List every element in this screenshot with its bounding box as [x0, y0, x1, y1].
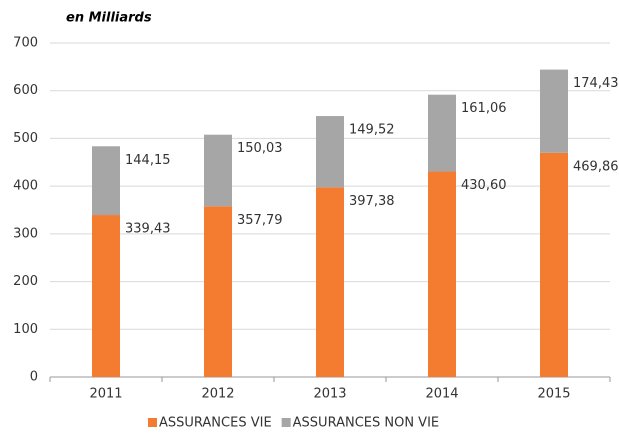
y-tick-label: 700	[13, 36, 38, 51]
data-label: 161,06	[461, 101, 507, 116]
x-tick-label: 2012	[201, 387, 234, 402]
data-label: 469,86	[573, 159, 619, 174]
y-tick-label: 100	[13, 322, 38, 337]
bar-segment	[316, 116, 344, 188]
y-tick-label: 0	[30, 370, 38, 385]
y-tick-label: 500	[13, 131, 38, 146]
y-tick-label: 600	[13, 83, 38, 98]
legend-label: ASSURANCES VIE	[159, 416, 272, 431]
legend-swatch	[148, 418, 157, 427]
bar-segment	[92, 215, 120, 377]
legend-label: ASSURANCES NON VIE	[293, 416, 439, 431]
data-label: 144,15	[125, 153, 171, 168]
x-tick-label: 2013	[313, 387, 346, 402]
y-tick-label: 200	[13, 274, 38, 289]
y-tick-label: 300	[13, 226, 38, 241]
bar-segment	[204, 134, 232, 207]
data-label: 174,43	[573, 76, 619, 91]
bar-segment	[204, 206, 232, 377]
x-tick-label: 2014	[425, 387, 458, 402]
bar-segment	[428, 171, 456, 377]
bar-segment	[428, 94, 456, 172]
bar-segment	[316, 187, 344, 377]
legend-swatch	[281, 418, 291, 427]
data-label: 357,79	[237, 213, 283, 228]
y-tick-label: 400	[13, 179, 38, 194]
data-label: 150,03	[237, 141, 283, 156]
data-label: 397,38	[349, 194, 395, 209]
bar-segment	[92, 146, 120, 216]
x-tick-label: 2015	[537, 387, 570, 402]
data-label: 430,60	[461, 178, 507, 193]
data-label: 149,52	[349, 123, 395, 138]
chart-title: en Milliards	[66, 11, 152, 26]
x-tick-label: 2011	[89, 387, 122, 402]
bar-segment	[540, 152, 568, 377]
data-label: 339,43	[125, 222, 171, 237]
bar-segment	[540, 69, 568, 153]
